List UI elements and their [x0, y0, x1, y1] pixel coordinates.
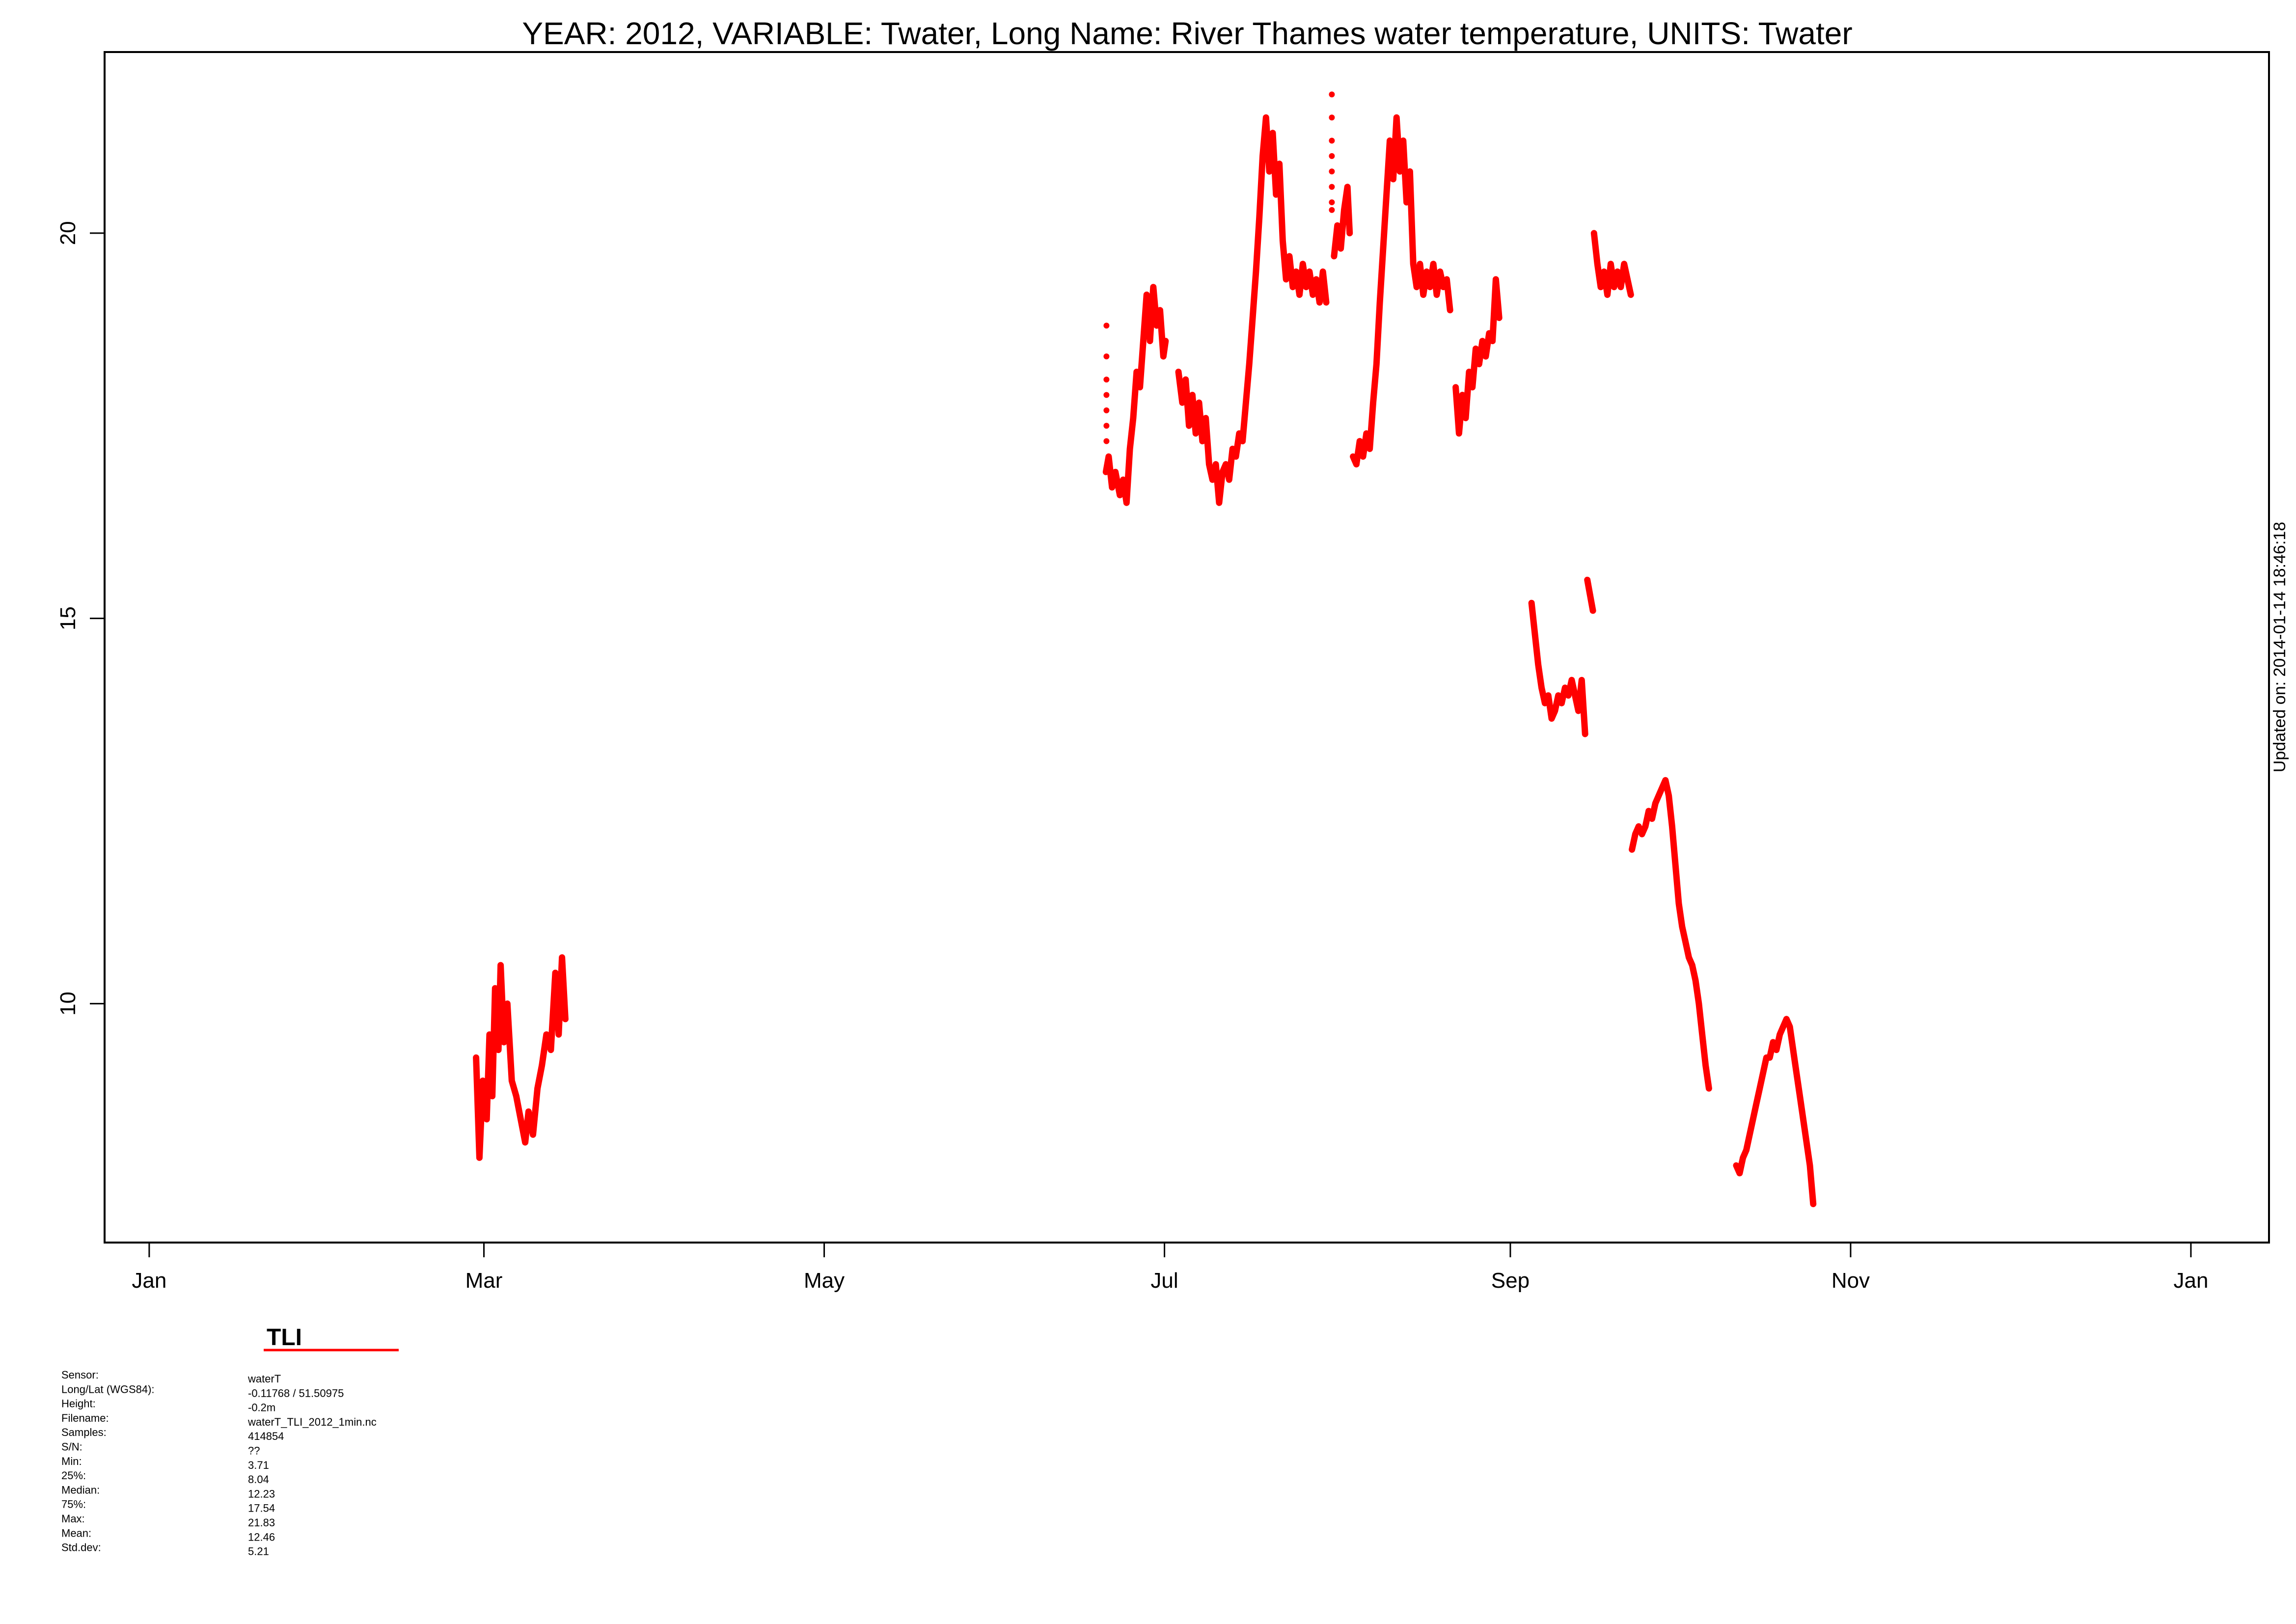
- info-label: Std.dev:: [61, 1542, 101, 1554]
- info-value: 21.83: [248, 1516, 275, 1529]
- info-value: 414854: [248, 1430, 284, 1442]
- info-label: 25%:: [61, 1469, 86, 1482]
- data-point: [1329, 199, 1335, 206]
- data-trace: [1629, 777, 1712, 1092]
- updated-note: Updated on: 2014-01-14 18:46:18: [2270, 522, 2289, 772]
- data-trace: [1733, 1016, 1817, 1207]
- data-point: [1329, 207, 1335, 213]
- data-point: [1329, 137, 1335, 144]
- info-value: -0.2m: [248, 1402, 275, 1414]
- info-value: 17.54: [248, 1502, 275, 1515]
- x-tick-label: Mar: [465, 1269, 503, 1293]
- data-point: [1329, 153, 1335, 159]
- data-point: [1329, 184, 1335, 190]
- x-axis: Jan Mar May Jul Sep Nov Jan: [132, 1243, 2208, 1293]
- data-trace: [1590, 230, 1634, 298]
- data-trace: [473, 954, 569, 1161]
- plot-frame: [104, 51, 2270, 1244]
- legend: TLI: [264, 1325, 399, 1352]
- info-label: Min:: [61, 1455, 82, 1467]
- x-tick-label: Jul: [1150, 1269, 1178, 1293]
- data-trace: [1528, 599, 1588, 737]
- data-trace: [1350, 114, 1453, 468]
- info-value: 12.46: [248, 1531, 275, 1543]
- station-info-table: Sensor: Long/Lat (WGS84): Height: Filename:…: [61, 1369, 377, 1558]
- info-label: S/N:: [61, 1441, 82, 1453]
- x-tick-label: Sep: [1491, 1269, 1530, 1293]
- data-point: [1103, 438, 1110, 444]
- info-label: Mean:: [61, 1527, 91, 1539]
- data-point: [1103, 407, 1110, 413]
- info-label: Long/Lat (WGS84):: [61, 1383, 155, 1395]
- data-trace: [1175, 114, 1330, 506]
- info-label: Max:: [61, 1513, 85, 1525]
- y-tick-label: 10: [56, 992, 80, 1016]
- info-label: Filename:: [61, 1412, 109, 1424]
- data-trace: [1331, 184, 1353, 260]
- data-point: [1103, 392, 1110, 398]
- data-layer: [473, 91, 1817, 1207]
- legend-station-label: TLI: [267, 1325, 302, 1351]
- data-trace: [1102, 284, 1169, 506]
- data-trace: [1452, 276, 1503, 437]
- data-trace: [1584, 576, 1596, 614]
- y-tick-label: 15: [56, 606, 80, 630]
- info-value: 3.71: [248, 1459, 269, 1471]
- data-point: [1103, 377, 1110, 383]
- info-value: ??: [248, 1445, 260, 1457]
- info-label: 75%:: [61, 1498, 86, 1511]
- x-tick-label: Nov: [1831, 1269, 1870, 1293]
- info-label: Height:: [61, 1398, 96, 1410]
- data-point: [1103, 353, 1110, 359]
- y-axis: 10 15 20: [56, 221, 105, 1016]
- data-point: [1329, 168, 1335, 175]
- data-point: [1329, 91, 1335, 98]
- info-label: Samples:: [61, 1426, 107, 1438]
- x-tick-label: Jan: [132, 1269, 166, 1293]
- info-label: Median:: [61, 1484, 100, 1496]
- info-value: waterT: [247, 1373, 281, 1385]
- data-point: [1103, 423, 1110, 429]
- y-tick-label: 20: [56, 221, 80, 245]
- info-value: 12.23: [248, 1488, 275, 1500]
- x-tick-label: Jan: [2173, 1269, 2208, 1293]
- chart-title: YEAR: 2012, VARIABLE: Twater, Long Name:…: [522, 16, 1852, 51]
- data-point: [1329, 114, 1335, 121]
- info-value: waterT_TLI_2012_1min.nc: [247, 1416, 377, 1428]
- info-label: Sensor:: [61, 1369, 99, 1381]
- data-point: [1103, 323, 1110, 329]
- info-value: 5.21: [248, 1545, 269, 1558]
- info-value: -0.11768 / 51.50975: [248, 1387, 344, 1399]
- x-tick-label: May: [804, 1269, 845, 1293]
- info-value: 8.04: [248, 1473, 269, 1486]
